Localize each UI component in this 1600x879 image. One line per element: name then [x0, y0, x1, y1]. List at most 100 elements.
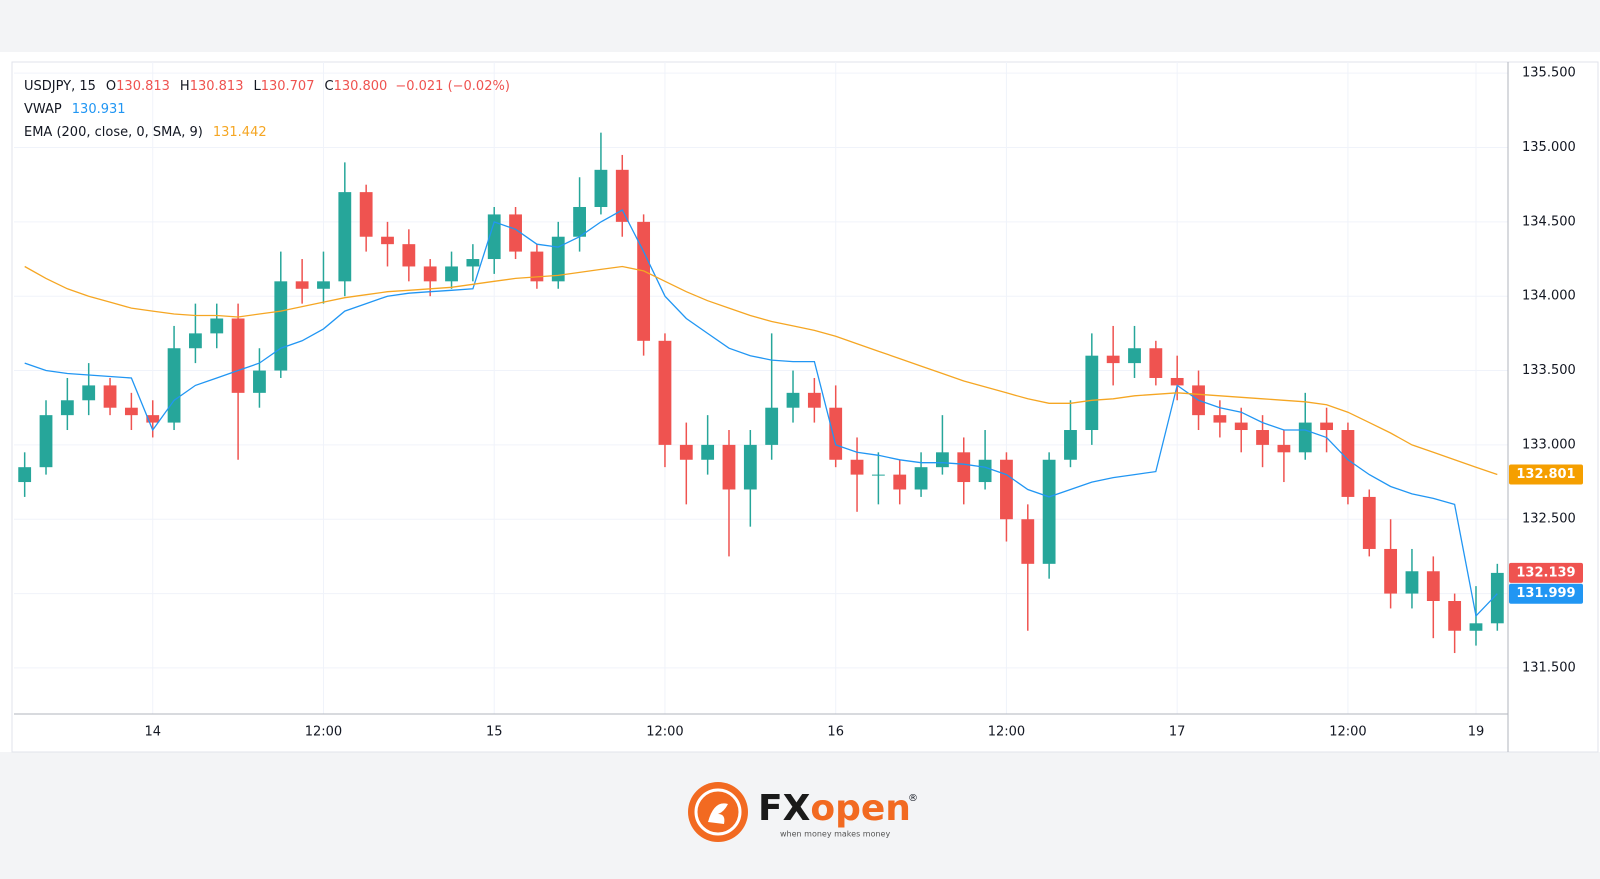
y-tick-label: 134.500	[1522, 214, 1576, 229]
candle-body	[1362, 496, 1376, 549]
y-tick-label: 132.500	[1522, 512, 1576, 527]
candle-body	[1405, 571, 1419, 594]
candle-body	[39, 415, 53, 468]
candle-body	[1234, 422, 1248, 431]
candle-body	[807, 392, 821, 408]
candle-body	[1128, 348, 1141, 364]
x-tick-label: 15	[486, 725, 503, 740]
change: −0.021 (−0.02%)	[395, 79, 510, 94]
symbol: USDJPY, 15	[24, 79, 96, 94]
ohlc-value: 130.813	[190, 79, 244, 94]
logo-icon-shape	[708, 803, 728, 824]
candle-body	[402, 244, 416, 267]
candle-body	[124, 407, 138, 416]
logo-reg: ®	[908, 793, 918, 804]
candle-body	[231, 318, 245, 393]
price-tag	[1509, 464, 1583, 485]
candle-body	[850, 459, 864, 475]
candle-body	[274, 281, 288, 371]
x-tick-label: 12:00	[1329, 725, 1366, 740]
logo-fx: FX	[758, 788, 811, 829]
candle-body	[487, 214, 501, 260]
candle-body	[786, 392, 800, 408]
candle-body	[253, 370, 266, 393]
ohlc-value: 130.813	[116, 79, 170, 94]
candle-body	[1085, 355, 1099, 431]
logo-open: open	[810, 788, 911, 829]
candle-body	[743, 444, 757, 490]
indicator-name: VWAP	[24, 102, 62, 117]
candle-body	[445, 266, 458, 282]
y-tick-label: 133.500	[1522, 363, 1576, 378]
logo-tagline: when money makes money	[780, 830, 890, 839]
candle-body	[167, 348, 181, 423]
candle-body	[637, 221, 651, 341]
indicator-value: 131.442	[213, 125, 267, 140]
x-tick-label: 19	[1468, 725, 1485, 740]
candle-body	[1256, 430, 1269, 445]
candle-body	[1490, 572, 1504, 624]
candle-body	[423, 266, 437, 282]
candle-body	[359, 192, 373, 237]
logo-icon-ring	[694, 788, 742, 836]
candle-body	[1106, 355, 1120, 364]
candle-body	[466, 259, 480, 267]
ohlc-label: O	[106, 79, 116, 94]
x-tick-label: 14	[144, 725, 161, 740]
ohlc-label: H	[180, 79, 190, 94]
price-tag-label: 132.801	[1516, 467, 1575, 482]
candle-body	[146, 415, 160, 423]
candle-body	[765, 407, 779, 445]
x-tick-label: 16	[827, 725, 844, 740]
price-tag-label: 131.999	[1516, 586, 1575, 601]
candle-body	[295, 281, 309, 289]
indicator-line	[24, 209, 1498, 618]
candle-body	[1021, 519, 1035, 564]
candle-body	[1149, 348, 1163, 378]
price-tag-label: 132.139	[1516, 565, 1575, 580]
logo: FXopen ® when money makes money	[688, 782, 918, 842]
candle-body	[573, 206, 586, 237]
ohlc-value: 130.707	[261, 79, 315, 94]
candle-body	[18, 467, 32, 483]
candle-body	[1213, 415, 1227, 423]
candle-body	[701, 444, 715, 460]
legend: USDJPY, 15 O130.813 H130.813 L130.707 C130.8…	[24, 79, 510, 140]
x-tick-label: 12:00	[646, 725, 683, 740]
candle-body	[1384, 548, 1398, 594]
marks	[18, 132, 1504, 654]
y-tick-label: 135.500	[1522, 66, 1576, 81]
candle-body	[936, 452, 949, 468]
candle-body	[871, 474, 885, 476]
candle-body	[317, 281, 330, 289]
candle-body	[103, 385, 117, 408]
x-tick-label: 17	[1169, 725, 1186, 740]
candle-body	[1320, 422, 1333, 431]
candle-body	[1064, 430, 1077, 460]
candle-body	[722, 444, 736, 490]
grid	[14, 62, 1508, 714]
candle-body	[1469, 623, 1483, 631]
ohlc-value: 130.800	[334, 79, 388, 94]
candle-body	[679, 444, 693, 460]
y-tick-label: 134.000	[1522, 289, 1576, 304]
candle-body	[1000, 459, 1013, 520]
candle-body	[1426, 571, 1440, 602]
candle-body	[381, 236, 394, 245]
indicator-line	[24, 265, 1498, 476]
legend-row: USDJPY, 15 O130.813 H130.813 L130.707 C130.8…	[24, 79, 510, 94]
candle-body	[893, 474, 907, 490]
candle-body	[82, 385, 96, 401]
candle-body	[978, 459, 992, 483]
candle-body	[615, 169, 629, 222]
candle-body	[210, 318, 224, 334]
y-tick-label: 131.500	[1522, 660, 1576, 675]
logo-text: FXopen	[758, 788, 911, 829]
candle-body	[594, 169, 608, 207]
y-tick-label: 135.000	[1522, 140, 1576, 155]
ohlc-label: L	[253, 79, 261, 94]
candle-body	[1277, 444, 1291, 453]
chart-panel	[0, 52, 1600, 752]
